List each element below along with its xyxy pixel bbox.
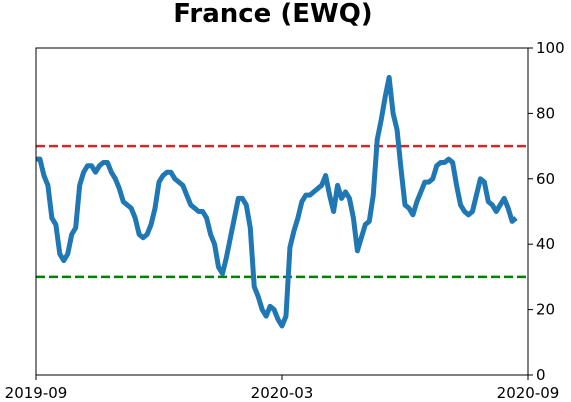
x-tick-label: 2019-09: [5, 384, 68, 402]
data-line: [36, 74, 518, 329]
plot-frame: [35, 47, 529, 376]
y-tick-label: 60: [536, 170, 555, 188]
x-tick-label: 2020-09: [497, 384, 560, 402]
chart-title: France (EWQ): [173, 0, 372, 29]
x-tick-label: 2020-03: [251, 384, 314, 402]
y-tick-label: 100: [536, 39, 565, 57]
y-tick-label: 80: [536, 104, 555, 122]
y-tick-label: 20: [536, 301, 555, 319]
y-tick-label: 0: [536, 366, 546, 384]
y-tick-label: 40: [536, 235, 555, 253]
